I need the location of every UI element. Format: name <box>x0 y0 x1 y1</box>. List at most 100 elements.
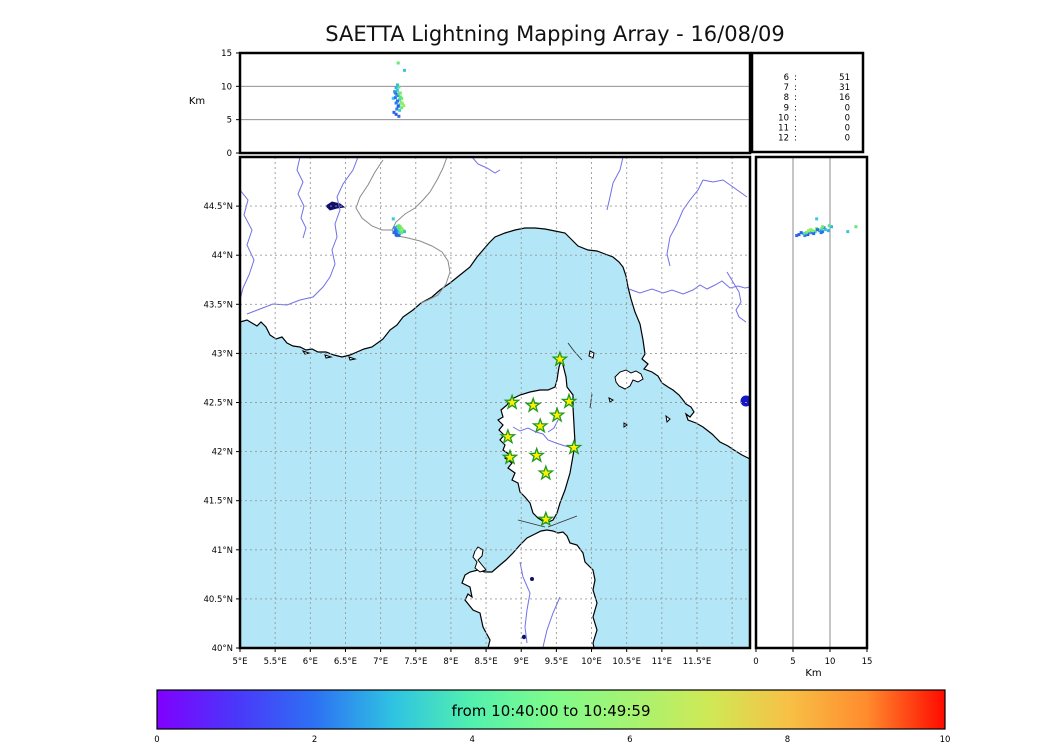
landmass-elba <box>614 369 644 390</box>
altitude-longitude-frame <box>238 51 752 155</box>
lightning-source-point <box>400 102 404 106</box>
longitude-tick-label: 7°E <box>373 657 388 667</box>
landmass-asinara <box>472 546 487 573</box>
latitude-tick-label: 43.5°N <box>203 300 233 310</box>
station-count-colon: : <box>794 124 797 134</box>
river-line <box>726 271 747 323</box>
altitude-latitude-frame <box>754 155 869 650</box>
altitude-tick-label: 0 <box>753 657 758 667</box>
lightning-source-point <box>854 225 858 229</box>
lightning-source-point <box>799 231 803 235</box>
lightning-source-point <box>801 232 805 236</box>
station-count-row: 6: 51 <box>784 73 850 83</box>
altitude-axis-label: Km <box>189 96 205 107</box>
station-count-bin: 7 <box>784 83 789 93</box>
lma-station-star <box>531 417 549 434</box>
longitude-tick-label: 6.5°E <box>334 657 357 667</box>
river-line <box>512 426 575 449</box>
landmass-montecristo <box>623 422 628 428</box>
altitude-tick-label: 5 <box>790 657 795 667</box>
lightning-source-point <box>398 91 402 95</box>
longitude-tick-label: 7.5°E <box>404 657 427 667</box>
lightning-source-point <box>397 114 401 118</box>
station-count-colon: : <box>794 103 797 113</box>
lightning-source-point <box>815 228 819 232</box>
lightning-source-point <box>393 90 397 94</box>
lma-station-star <box>499 427 517 445</box>
altitude-longitude-sources <box>391 61 407 118</box>
lightning-source-point <box>398 98 402 102</box>
station-count-bin: 11 <box>778 124 789 134</box>
altitude-tick-label: 15 <box>221 49 232 59</box>
landmass-corsica <box>497 357 576 524</box>
lightning-source-point <box>806 233 810 237</box>
river-line <box>666 179 704 267</box>
lightning-source-point <box>807 229 811 233</box>
lightning-source-point <box>400 96 404 100</box>
lightning-source-point <box>397 234 401 238</box>
lma-station-star <box>528 446 546 463</box>
latitude-tick-label: 41.5°N <box>203 497 233 507</box>
lightning-source-point <box>829 225 833 229</box>
river-line <box>702 179 748 198</box>
station-count-row: 12: 0 <box>778 134 850 144</box>
lightning-source-point <box>391 96 395 100</box>
lightning-source-point <box>797 233 801 237</box>
station-count-bin: 10 <box>778 113 789 123</box>
lma-station-star <box>560 392 578 409</box>
station-count-value: 16 <box>839 93 850 103</box>
lma-station-star <box>537 510 555 527</box>
river-line <box>246 157 359 315</box>
map-content <box>240 157 750 648</box>
lma-station-star <box>537 464 555 481</box>
landmass-islet_c <box>348 356 357 361</box>
station-count-value: 0 <box>845 134 850 144</box>
altitude-axis-label: Km <box>805 668 821 679</box>
lightning-source-point <box>827 229 831 233</box>
latitude-tick-label: 42.5°N <box>203 399 233 409</box>
altitude-tick-label: 15 <box>862 657 873 667</box>
lma-station-star <box>565 438 583 455</box>
longitude-tick-label: 8°E <box>443 657 458 667</box>
latitude-tick-label: 42°N <box>212 448 233 458</box>
lightning-source-point <box>393 226 397 230</box>
latitude-tick-label: 44°N <box>212 251 233 261</box>
station-count-value: 0 <box>845 103 850 113</box>
lightning-source-point <box>824 228 828 232</box>
landmass-sardinia <box>461 529 598 648</box>
lightning-source-point <box>394 101 398 105</box>
landmass-pianosa <box>608 397 614 403</box>
river-line <box>519 561 531 644</box>
lightning-source-point <box>394 112 398 116</box>
station-count-value: 0 <box>845 124 850 134</box>
lightning-source-point <box>403 230 407 234</box>
lightning-source-point <box>395 88 399 92</box>
map-misc-line <box>567 342 583 361</box>
station-count-row: 8: 16 <box>784 93 850 103</box>
altitude-tick-label: 10 <box>825 657 836 667</box>
lightning-source-point <box>393 228 397 232</box>
map-misc-line <box>517 519 546 528</box>
colorbar-label: from 10:40:00 to 10:49:59 <box>451 702 650 720</box>
lma-station-star <box>503 393 521 410</box>
altitude-tick-label: 5 <box>227 116 232 126</box>
colorbar-tick-label: 0 <box>154 735 159 745</box>
lightning-source-point <box>394 233 398 237</box>
station-count-bin: 6 <box>784 73 789 83</box>
lightning-source-point <box>395 83 399 87</box>
lightning-source-point <box>395 99 399 103</box>
lightning-source-point <box>795 234 799 238</box>
station-count-row: 7: 31 <box>784 83 850 93</box>
station-count-colon: : <box>794 83 797 93</box>
lightning-source-point <box>827 224 831 228</box>
latitude-tick-label: 41°N <box>212 546 233 556</box>
station-count-row: 10: 0 <box>778 113 850 123</box>
lma-station-star <box>524 396 542 413</box>
river-line <box>606 157 624 211</box>
lightning-source-point <box>392 231 396 235</box>
lightning-source-point <box>395 107 399 111</box>
station-count-colon: : <box>794 73 797 83</box>
time-colorbar: from 10:40:00 to 10:49:59 0 2 4 6 8 10 <box>154 689 950 745</box>
station-count-value: 31 <box>839 83 850 93</box>
lake-trasimeno <box>740 395 750 407</box>
